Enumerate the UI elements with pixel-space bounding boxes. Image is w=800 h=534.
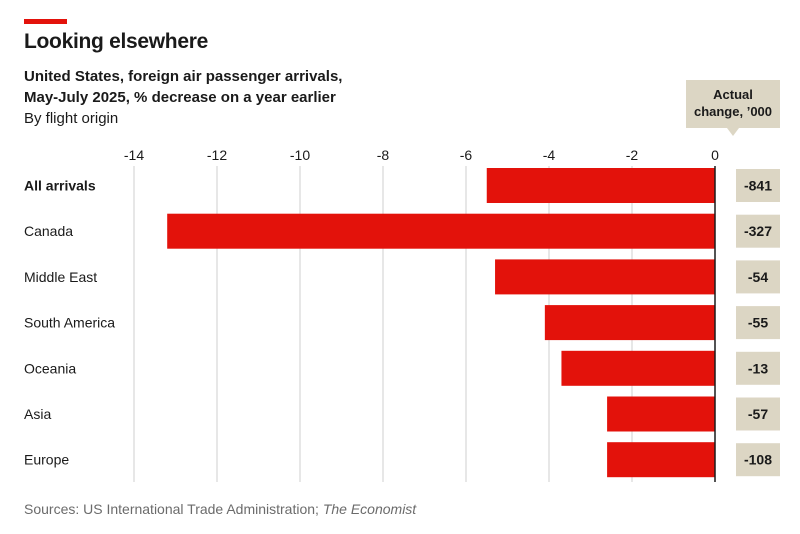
category-label: South America: [24, 315, 115, 331]
category-label: Europe: [24, 452, 69, 468]
x-tick-label: -14: [124, 147, 144, 163]
value-box-6: [736, 443, 780, 477]
category-labels: All arrivals Canada Middle East South Ameri…: [24, 178, 115, 468]
actual-change-header-line-2: change, ’000: [693, 104, 773, 119]
chart-subtitle-origin: By flight origin: [24, 110, 119, 127]
x-tick-label: -10: [290, 147, 310, 163]
accent-bar: [24, 19, 67, 24]
bar-2: [495, 259, 715, 295]
subtitle-line-2: May-July 2025, % decrease on a year earl…: [24, 89, 336, 106]
category-label: Middle East: [24, 269, 97, 285]
chart-subtitle: United States, foreign air passenger arr…: [24, 66, 342, 108]
value-label: -841: [744, 178, 772, 194]
bar-3: [544, 305, 715, 341]
actual-change-header: Actual change, ’000: [686, 80, 780, 136]
value-label: -13: [748, 360, 768, 376]
value-label: -54: [748, 269, 768, 285]
x-tick-label: -4: [543, 147, 556, 163]
bar-1: [167, 213, 715, 249]
source-publication: The Economist: [322, 501, 417, 517]
bars: [167, 168, 715, 478]
value-label: -55: [748, 315, 768, 331]
x-tick-label: -12: [207, 147, 227, 163]
value-labels: -841 -327 -54 -55 -13 -57 -108: [736, 169, 780, 477]
value-box-1: [736, 214, 780, 248]
source-note: Sources: US International Trade Administ…: [24, 501, 416, 517]
value-label: -57: [748, 406, 768, 422]
bar-6: [607, 442, 715, 478]
category-label: Asia: [24, 406, 51, 422]
x-tick-label: -6: [460, 147, 473, 163]
value-box-0: [736, 169, 780, 202]
x-tick-label: -8: [377, 147, 390, 163]
source-text: Sources: US International Trade Administ…: [24, 501, 323, 517]
bar-4: [561, 350, 715, 386]
value-box-3: [736, 306, 780, 340]
x-tick-label: 0: [711, 147, 719, 163]
bar-0: [486, 168, 715, 203]
value-box-2: [736, 260, 780, 294]
value-box-4: [736, 351, 780, 385]
bar-5: [607, 396, 715, 432]
value-label: -327: [744, 223, 772, 239]
subtitle-line-1: United States, foreign air passenger arr…: [24, 68, 343, 85]
value-box-5: [736, 397, 780, 431]
category-label: All arrivals: [24, 178, 96, 194]
x-tick-labels: -14 -12 -10 -8 -6 -4 -2 0: [124, 147, 719, 163]
actual-change-header-line-1: Actual: [713, 87, 753, 102]
chart-title: Looking elsewhere: [24, 30, 208, 53]
category-label: Canada: [24, 223, 73, 239]
value-label: -108: [744, 452, 772, 468]
category-label: Oceania: [24, 360, 76, 376]
x-tick-label: -2: [626, 147, 639, 163]
